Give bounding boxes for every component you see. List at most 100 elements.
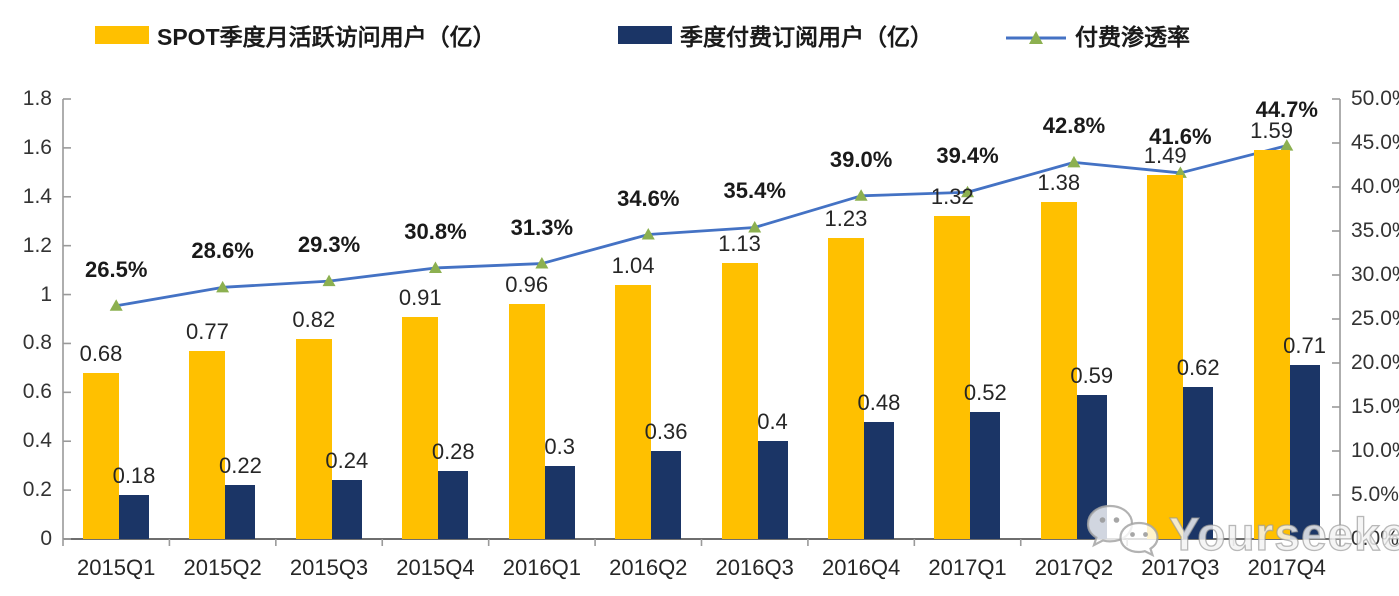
pct-label-2015Q4: 30.8% (404, 218, 467, 244)
legend-item-subs: 季度付费订阅用户（亿） (618, 18, 933, 52)
pct-label-2015Q2: 28.6% (191, 238, 254, 264)
x-axis-label-2015Q4: 2015Q4 (396, 555, 475, 580)
line-marker-2015Q3 (322, 274, 336, 287)
bar-label-subs-2015Q3: 0.24 (325, 448, 369, 474)
bar-subs-2015Q2 (225, 485, 256, 539)
bar-label-subs-2017Q1: 0.52 (963, 379, 1007, 405)
bar-label-subs-2015Q2: 0.22 (218, 453, 262, 479)
bar-subs-2016Q4 (863, 421, 894, 539)
bar-label-mau-2015Q4: 0.91 (398, 284, 442, 310)
legend-item-penetration: 付费渗透率 (1005, 18, 1190, 52)
bar-label-mau-2016Q1: 0.96 (505, 272, 549, 298)
left-axis-tick-label: 0.8 (22, 331, 52, 355)
pct-label-2015Q1: 26.5% (85, 256, 148, 282)
bar-subs-2015Q4 (438, 470, 469, 539)
bar-subs-2016Q3 (757, 441, 788, 539)
bar-subs-2015Q1 (119, 495, 149, 539)
x-axis-label-2015Q1: 2015Q1 (77, 555, 156, 580)
left-axis-tick-label: 0 (40, 527, 52, 550)
bar-label-mau-2016Q3: 1.13 (718, 230, 761, 256)
legend-item-mau: SPOT季度月活跃访问用户（亿） (95, 18, 496, 52)
left-axis-tick-label: 1.8 (22, 87, 52, 110)
bar-label-subs-2017Q3: 0.62 (1176, 355, 1220, 381)
bar-mau-2016Q1 (508, 304, 545, 539)
bar-label-subs-2016Q3: 0.4 (757, 409, 788, 435)
bar-subs-2017Q1 (970, 411, 1001, 539)
legend-label-penetration: 付费渗透率 (1075, 24, 1190, 50)
bar-label-subs-2017Q2: 0.59 (1070, 362, 1114, 388)
right-axis-tick-label: 10.0% (1351, 439, 1399, 462)
pct-label-2017Q3: 41.6% (1149, 123, 1212, 149)
line-marker-2016Q1 (535, 257, 549, 269)
bar-label-mau-2017Q1: 1.32 (930, 184, 974, 210)
bar-label-subs-2016Q1: 0.3 (544, 433, 575, 459)
legend-label-subs: 季度付费订阅用户（亿） (680, 24, 933, 50)
x-axis-label-2015Q3: 2015Q3 (289, 555, 369, 580)
line-marker-2017Q2 (1067, 155, 1081, 168)
bar-label-mau-2015Q2: 0.77 (185, 318, 229, 344)
right-axis-tick-label: 35.0% (1351, 219, 1399, 242)
left-axis-tick-label: 1.2 (22, 233, 52, 257)
left-axis-tick-label: 0.4 (22, 429, 52, 453)
legend-swatch-mau-bar (95, 26, 149, 44)
bar-mau-2016Q4 (827, 238, 864, 539)
line-marker-2015Q4 (428, 261, 442, 273)
pct-label-2016Q1: 31.3% (510, 214, 574, 240)
legend-swatch-subs-bar (618, 26, 672, 44)
bar-mau-2017Q3 (1147, 174, 1184, 539)
right-axis-tick-label: 50.0% (1351, 87, 1399, 110)
x-axis-label-2016Q1: 2016Q1 (502, 555, 582, 580)
x-axis-label-2015Q2: 2015Q2 (183, 555, 262, 580)
left-axis-tick-label: 1.6 (22, 135, 52, 159)
bar-subs-2017Q3 (1183, 387, 1214, 539)
x-axis-label-2017Q3: 2017Q3 (1141, 555, 1220, 580)
right-axis-tick-label: 20.0% (1351, 351, 1399, 374)
bar-subs-2017Q2 (1076, 394, 1107, 539)
left-axis-tick-label: 0.2 (22, 478, 52, 502)
bar-mau-2015Q3 (295, 338, 332, 539)
line-marker-2015Q2 (216, 280, 230, 293)
pct-label-2017Q2: 42.8% (1042, 113, 1106, 139)
x-axis-label-2017Q1: 2017Q1 (928, 555, 1007, 580)
right-axis-tick-label: 30.0% (1351, 263, 1399, 286)
bar-mau-2017Q2 (1040, 201, 1077, 539)
legend-label-mau: SPOT季度月活跃访问用户（亿） (157, 24, 496, 50)
bar-subs-2016Q1 (544, 465, 575, 539)
bar-mau-2016Q2 (615, 284, 652, 539)
left-axis-tick-label: 1 (40, 282, 52, 306)
bar-label-mau-2016Q4: 1.23 (824, 206, 868, 232)
line-marker-2017Q1 (961, 185, 975, 198)
bar-label-mau-2016Q2: 1.04 (611, 252, 655, 278)
line-marker-2016Q3 (748, 220, 762, 233)
pct-label-2017Q1: 39.4% (936, 143, 999, 169)
x-axis-label-2016Q3: 2016Q3 (715, 555, 794, 580)
bar-subs-2017Q4 (1289, 365, 1320, 539)
bar-label-subs-2017Q4: 0.71 (1283, 333, 1326, 359)
bar-label-mau-2017Q3: 1.49 (1143, 142, 1187, 168)
bar-mau-2016Q3 (721, 262, 758, 539)
bar-label-subs-2016Q4: 0.48 (857, 389, 901, 415)
right-axis-tick-label: 25.0% (1351, 307, 1399, 330)
bar-label-subs-2016Q2: 0.36 (644, 419, 688, 444)
bar-subs-2015Q3 (331, 480, 362, 539)
x-axis-label-2016Q4: 2016Q4 (821, 555, 901, 580)
pct-label-2016Q2: 34.6% (617, 185, 680, 211)
bar-label-subs-2015Q1: 0.18 (112, 463, 156, 488)
right-axis-tick-label: 15.0% (1351, 395, 1399, 418)
bar-label-mau-2015Q1: 0.68 (79, 340, 123, 366)
bar-subs-2016Q2 (651, 451, 682, 539)
bar-label-mau-2015Q3: 0.82 (292, 306, 336, 332)
bar-mau-2017Q1 (934, 216, 971, 539)
bar-mau-2015Q1 (83, 372, 119, 539)
right-axis-tick-label: 45.0% (1351, 131, 1399, 154)
x-axis-label-2017Q4: 2017Q4 (1247, 555, 1326, 580)
bar-label-mau-2017Q2: 1.38 (1037, 169, 1081, 195)
bar-label-subs-2015Q4: 0.28 (431, 438, 475, 464)
pct-label-2017Q4: 44.7% (1255, 96, 1318, 122)
x-axis-label-2016Q2: 2016Q2 (609, 555, 688, 580)
right-axis-tick-label: 40.0% (1351, 175, 1399, 198)
bar-mau-2017Q4 (1253, 150, 1290, 539)
pct-label-2016Q3: 35.4% (723, 178, 786, 204)
